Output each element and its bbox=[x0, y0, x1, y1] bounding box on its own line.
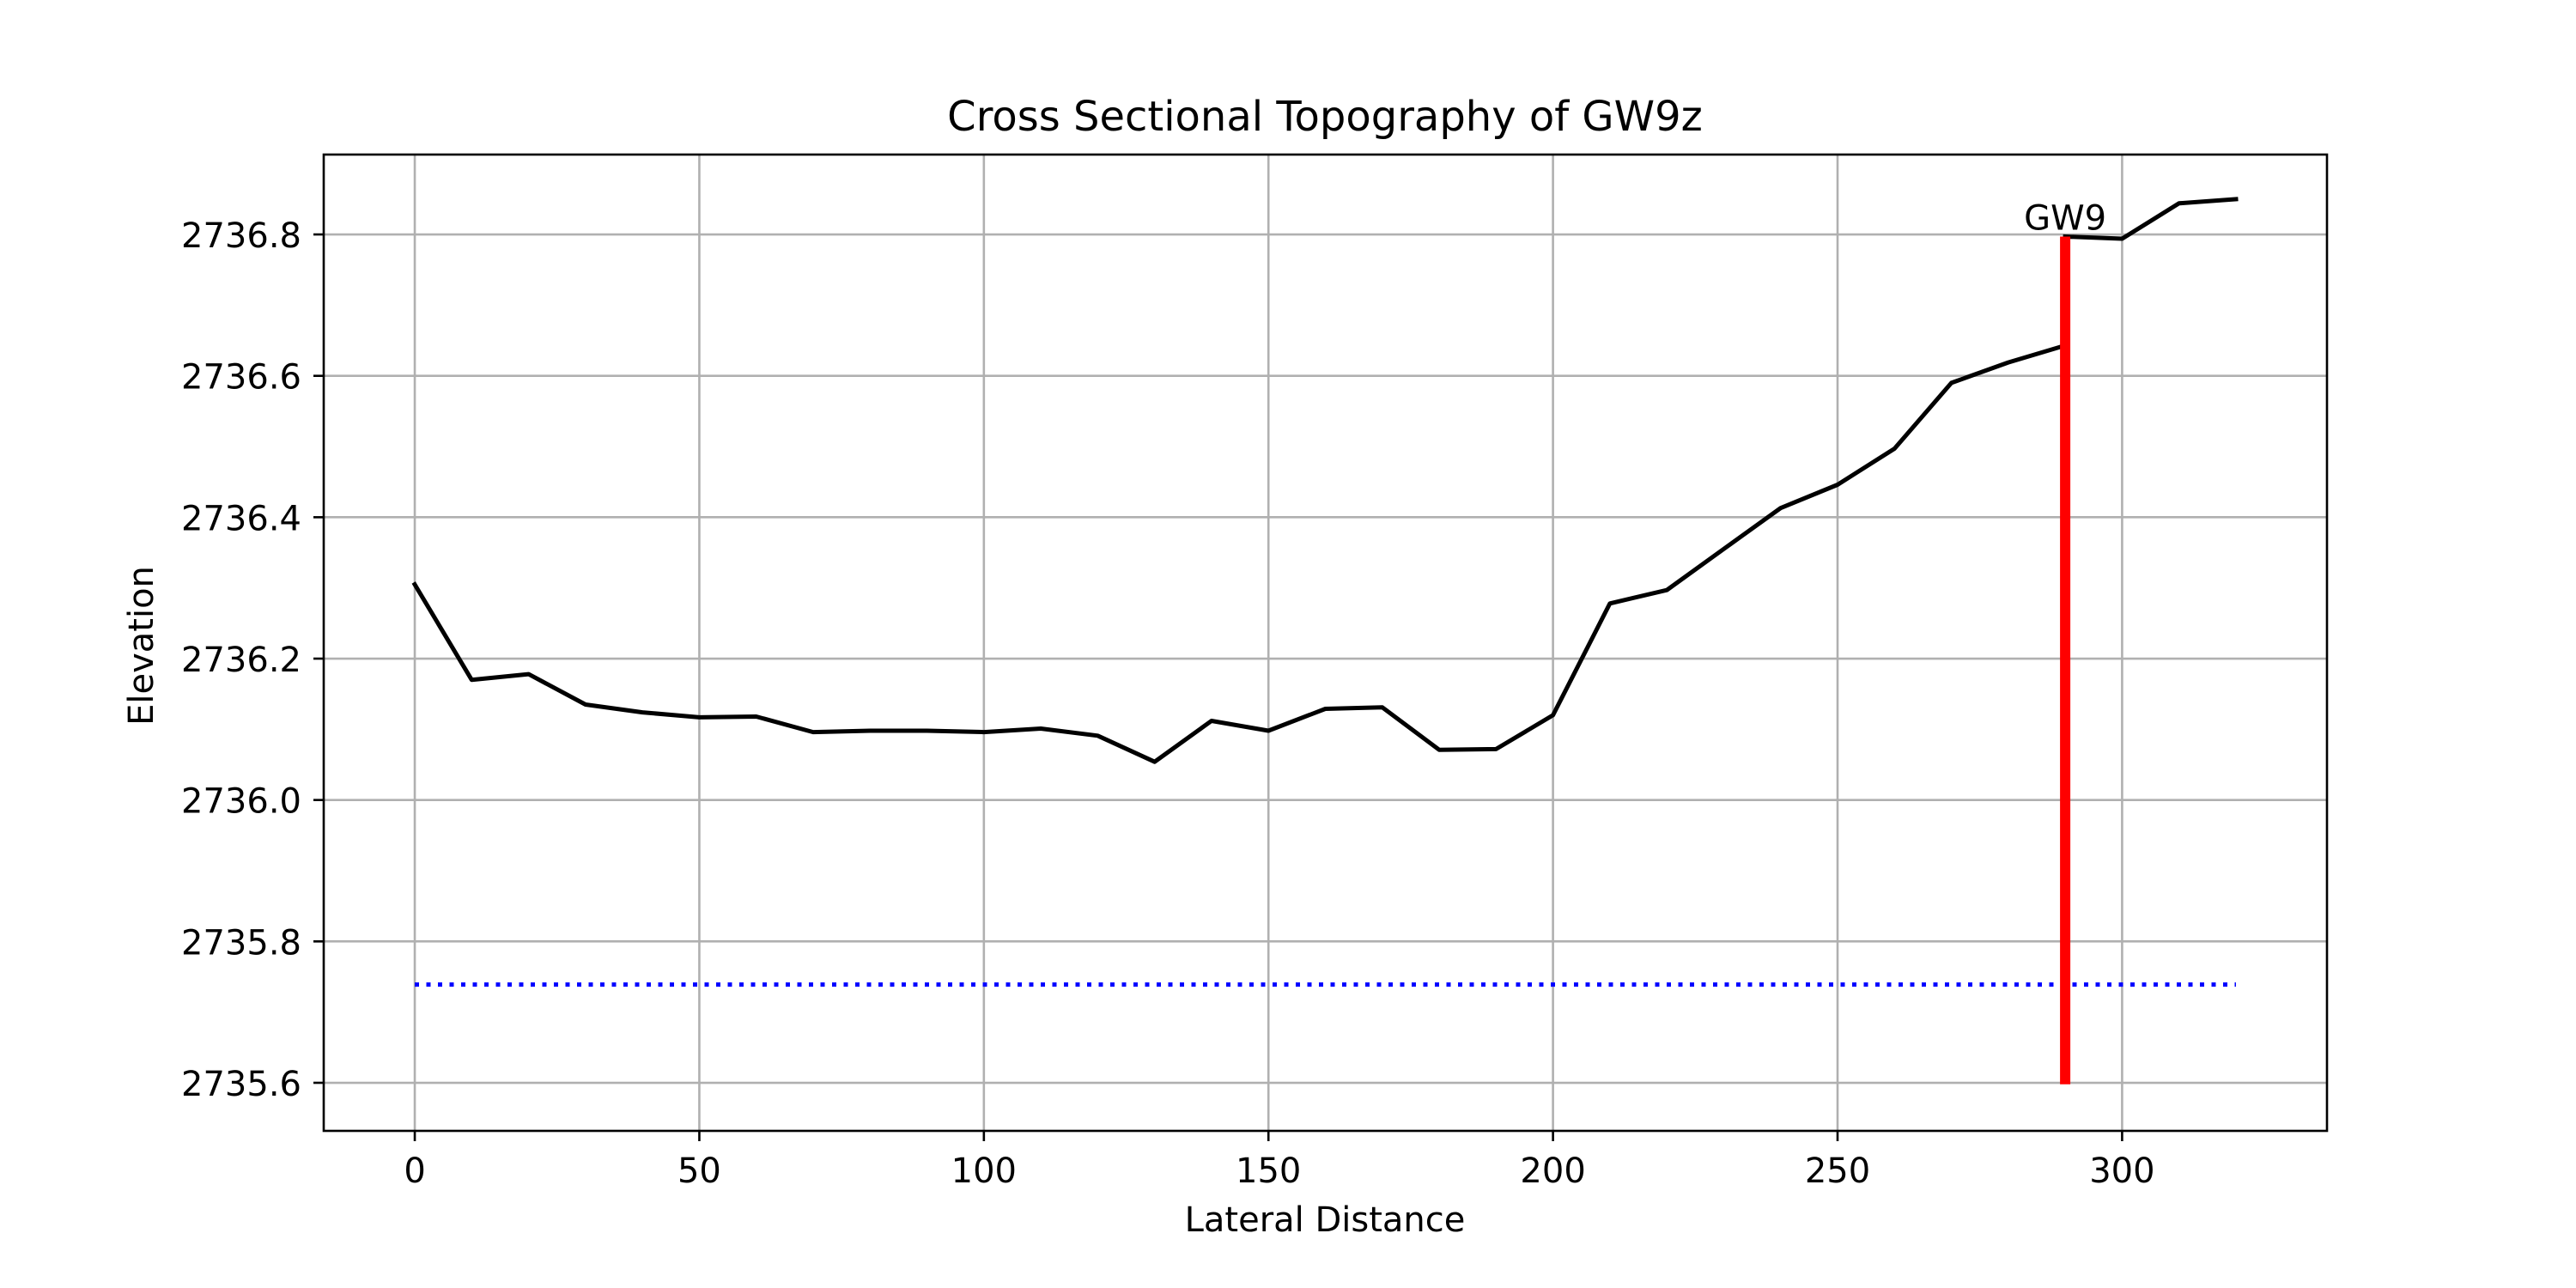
x-tick-label: 150 bbox=[1236, 1151, 1301, 1191]
y-tick-label: 2735.6 bbox=[181, 1065, 301, 1104]
y-tick-label: 2735.8 bbox=[181, 923, 301, 963]
x-tick-label: 50 bbox=[677, 1151, 721, 1191]
x-tick-label: 300 bbox=[2089, 1151, 2154, 1191]
x-tick-label: 0 bbox=[404, 1151, 425, 1191]
series-line-1 bbox=[411, 343, 2069, 764]
y-tick-label: 2736.4 bbox=[181, 499, 301, 538]
plot-area-frame bbox=[322, 153, 2329, 1133]
annotation-label: GW9 bbox=[2024, 199, 2106, 239]
y-axis-label: Elevation bbox=[122, 566, 161, 726]
y-axis: 2735.6 2735.8 2736.0 2736.2 2736.4 2736.6 2736… bbox=[181, 216, 324, 1104]
grid bbox=[324, 155, 2327, 1131]
annotations: GW9 bbox=[2024, 199, 2106, 239]
y-tick-label: 2736.0 bbox=[181, 782, 301, 822]
series-line-2 bbox=[2063, 197, 2239, 241]
y-tick-label: 2736.8 bbox=[181, 216, 301, 256]
x-tick-label: 250 bbox=[1805, 1151, 1870, 1191]
series-layer bbox=[411, 197, 2239, 1084]
x-tick-label: 100 bbox=[951, 1151, 1017, 1191]
x-axis: 0 50 100 150 200 250 300 bbox=[404, 1131, 2155, 1191]
chart-title: Cross Sectional Topography of GW9z bbox=[947, 93, 1703, 141]
y-tick-label: 2736.6 bbox=[181, 358, 301, 398]
y-tick-label: 2736.2 bbox=[181, 641, 301, 680]
x-tick-label: 200 bbox=[1520, 1151, 1585, 1191]
x-axis-label: Lateral Distance bbox=[1185, 1200, 1466, 1240]
